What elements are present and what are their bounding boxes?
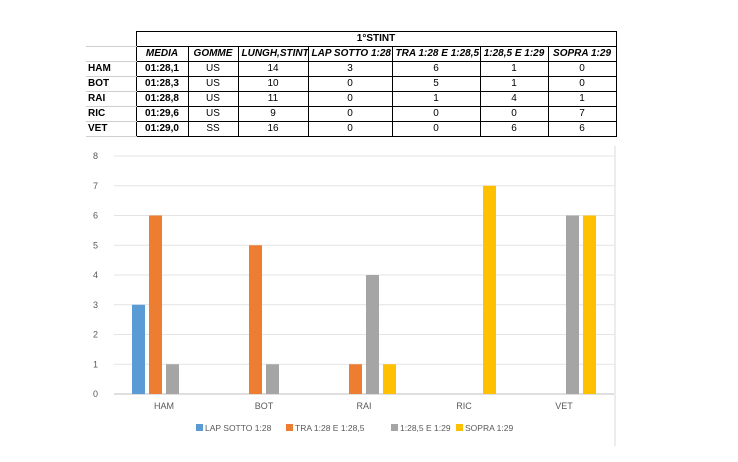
x-tick-label: RIC xyxy=(456,401,472,411)
table-row: HAM 01:28,1 US 14 3 6 1 0 xyxy=(86,61,617,77)
row-driver: RAI xyxy=(86,91,137,107)
cell-lap-sotto: 0 xyxy=(307,106,393,122)
cell-tra: 5 xyxy=(391,76,481,92)
cell-media: 01:29,0 xyxy=(135,121,189,137)
bar-ham-series-1 xyxy=(149,215,162,394)
table-row: RIC 01:29,6 US 9 0 0 0 7 xyxy=(86,106,617,122)
table-row: BOT 01:28,3 US 10 0 5 1 0 xyxy=(86,76,617,92)
cell-tra: 1 xyxy=(391,91,481,107)
cell-lungh-stint: 14 xyxy=(237,61,309,77)
table-header-row: MEDIA GOMME LUNGH,STINT LAP SOTTO 1:28 T… xyxy=(86,46,617,62)
table-corner xyxy=(86,31,136,47)
y-tick-label: 7 xyxy=(93,181,98,191)
y-tick-label: 4 xyxy=(93,270,98,280)
y-tick-label: 8 xyxy=(93,151,98,161)
legend-label: TRA 1:28 E 1:28,5 xyxy=(295,423,365,433)
cell-sopra: 7 xyxy=(547,106,617,122)
cell-media: 01:29,6 xyxy=(135,106,189,122)
cell-media: 01:28,8 xyxy=(135,91,189,107)
legend-label: 1:28,5 E 1:29 xyxy=(400,423,451,433)
y-tick-label: 1 xyxy=(93,359,98,369)
legend-label: LAP SOTTO 1:28 xyxy=(205,423,272,433)
x-tick-label: VET xyxy=(555,401,573,411)
cell-1285-129: 6 xyxy=(479,121,549,137)
table-title-row: 1°STINT xyxy=(86,31,617,47)
bar-ham-series-0 xyxy=(132,304,145,394)
row-driver: HAM xyxy=(86,61,137,77)
bar-chart: 0 1 2 3 4 5 6 7 8 HAM BOT RAI RIC VET LAP SOTTO 1:28… xyxy=(86,146,622,446)
cell-sopra: 0 xyxy=(547,76,617,92)
table-row: VET 01:29,0 SS 16 0 0 6 6 xyxy=(86,121,617,137)
cell-sopra: 1 xyxy=(547,91,617,107)
x-axis-ticks: HAM BOT RAI RIC VET xyxy=(154,401,573,411)
bar-ham-series-2 xyxy=(166,364,179,394)
chart-area xyxy=(86,146,622,446)
cell-lap-sotto: 0 xyxy=(307,121,393,137)
cell-gomme: SS xyxy=(187,121,239,137)
cell-tra: 0 xyxy=(391,106,481,122)
cell-lap-sotto: 0 xyxy=(307,76,393,92)
bar-vet-series-3 xyxy=(583,215,596,394)
bar-bot-series-1 xyxy=(249,245,262,394)
legend-label: SOPRA 1:29 xyxy=(465,423,513,433)
cell-media: 01:28,3 xyxy=(135,76,189,92)
header-blank xyxy=(86,46,137,62)
y-tick-label: 6 xyxy=(93,211,98,221)
cell-1285-129: 1 xyxy=(479,61,549,77)
legend-swatch xyxy=(196,424,203,431)
x-tick-label: HAM xyxy=(154,401,174,411)
bar-rai-series-2 xyxy=(366,275,379,394)
x-tick-label: RAI xyxy=(356,401,371,411)
bar-ric-series-3 xyxy=(483,185,496,394)
header-media: MEDIA xyxy=(135,46,189,62)
chart-bars xyxy=(132,185,596,394)
cell-lungh-stint: 11 xyxy=(237,91,309,107)
x-tick-label: BOT xyxy=(255,401,274,411)
cell-1285-129: 0 xyxy=(479,106,549,122)
table-row: RAI 01:28,8 US 11 0 1 4 1 xyxy=(86,91,617,107)
y-tick-label: 5 xyxy=(93,240,98,250)
header-lungh-stint: LUNGH,STINT xyxy=(237,46,309,62)
chart-legend: LAP SOTTO 1:28 TRA 1:28 E 1:28,5 1:28,5 E … xyxy=(196,423,513,433)
chart-grid xyxy=(114,155,614,395)
cell-lap-sotto: 3 xyxy=(307,61,393,77)
cell-sopra: 6 xyxy=(547,121,617,137)
legend-swatch xyxy=(286,424,293,431)
header-lap-sotto: LAP SOTTO 1:28 xyxy=(307,46,393,62)
cell-gomme: US xyxy=(187,76,239,92)
legend-swatch xyxy=(391,424,398,431)
cell-1285-129: 1 xyxy=(479,76,549,92)
bar-vet-series-2 xyxy=(566,215,579,394)
bar-bot-series-2 xyxy=(266,364,279,394)
cell-sopra: 0 xyxy=(547,61,617,77)
cell-lap-sotto: 0 xyxy=(307,91,393,107)
header-gomme: GOMME xyxy=(187,46,239,62)
cell-tra: 6 xyxy=(391,61,481,77)
cell-lungh-stint: 10 xyxy=(237,76,309,92)
row-driver: BOT xyxy=(86,76,137,92)
cell-lungh-stint: 9 xyxy=(237,106,309,122)
cell-1285-129: 4 xyxy=(479,91,549,107)
y-tick-label: 2 xyxy=(93,330,98,340)
header-1285-129: 1:28,5 E 1:29 xyxy=(479,46,549,62)
legend-swatch xyxy=(456,424,463,431)
cell-gomme: US xyxy=(187,91,239,107)
cell-gomme: US xyxy=(187,106,239,122)
y-tick-label: 3 xyxy=(93,300,98,310)
cell-gomme: US xyxy=(187,61,239,77)
cell-tra: 0 xyxy=(391,121,481,137)
row-driver: RIC xyxy=(86,106,137,122)
bar-rai-series-1 xyxy=(349,364,362,394)
table-title: 1°STINT xyxy=(135,31,617,47)
cell-lungh-stint: 16 xyxy=(237,121,309,137)
header-sopra: SOPRA 1:29 xyxy=(547,46,617,62)
stint-table: 1°STINT MEDIA GOMME LUNGH,STINT LAP SOTT… xyxy=(86,31,617,137)
y-axis-ticks: 0 1 2 3 4 5 6 7 8 xyxy=(93,151,98,399)
cell-media: 01:28,1 xyxy=(135,61,189,77)
row-driver: VET xyxy=(86,121,137,137)
header-tra: TRA 1:28 E 1:28,5 xyxy=(391,46,481,62)
bar-rai-series-3 xyxy=(383,364,396,394)
y-tick-label: 0 xyxy=(93,389,98,399)
